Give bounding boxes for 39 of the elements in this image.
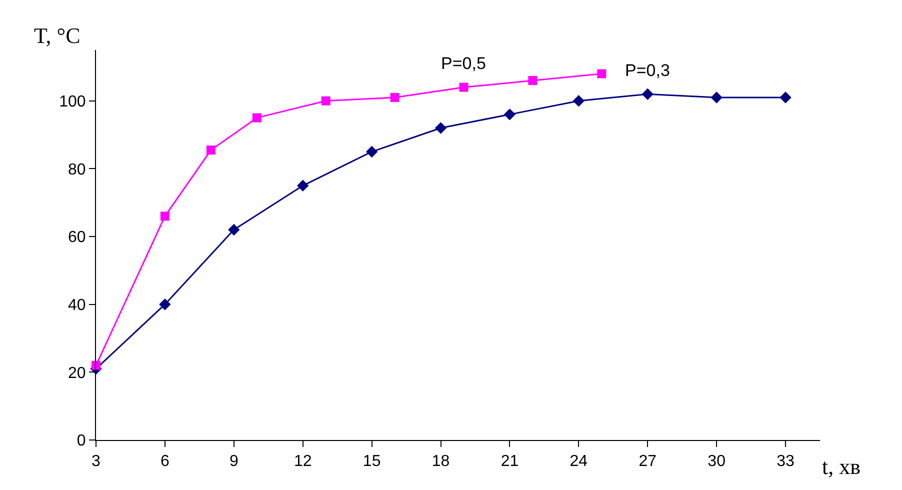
point	[597, 69, 606, 78]
point	[459, 82, 468, 92]
y-axis-title: T, °C	[34, 23, 80, 48]
x-tick-label: 3	[92, 453, 101, 470]
series-label: P=0,5	[441, 54, 486, 73]
x-tick-label: 6	[160, 453, 170, 470]
point	[390, 92, 400, 102]
x-tick-label: 12	[294, 453, 312, 470]
point	[710, 92, 722, 104]
point	[206, 146, 216, 155]
y-tick-label: 60	[68, 229, 86, 246]
x-tick-label: 21	[500, 453, 519, 470]
point	[160, 212, 170, 221]
y-tick-label: 0	[76, 432, 86, 450]
point	[642, 88, 654, 100]
point	[366, 146, 378, 158]
point	[159, 298, 171, 310]
point	[252, 113, 262, 122]
y-tick-label: 80	[68, 161, 86, 178]
x-tick-label: 33	[776, 453, 795, 470]
x-tick-label: 27	[638, 453, 657, 470]
y-tick-label: 40	[68, 296, 86, 314]
x-axis-title: t, хв	[822, 454, 860, 479]
x-tick-label: 24	[570, 453, 588, 470]
point	[504, 108, 516, 120]
point	[572, 95, 585, 107]
series-label: P=0,3	[625, 61, 670, 80]
y-tick-label: 100	[59, 93, 86, 110]
x-tick-label: 9	[229, 453, 238, 470]
point	[528, 76, 538, 86]
point	[228, 224, 240, 236]
x-tick-label: 18	[432, 453, 450, 470]
x-tick-label: 30	[708, 453, 726, 470]
x-tick-label: 15	[362, 453, 381, 470]
point	[780, 92, 792, 104]
point	[434, 122, 447, 134]
point	[321, 96, 330, 106]
point	[297, 180, 309, 192]
y-tick-label: 20	[68, 364, 86, 382]
